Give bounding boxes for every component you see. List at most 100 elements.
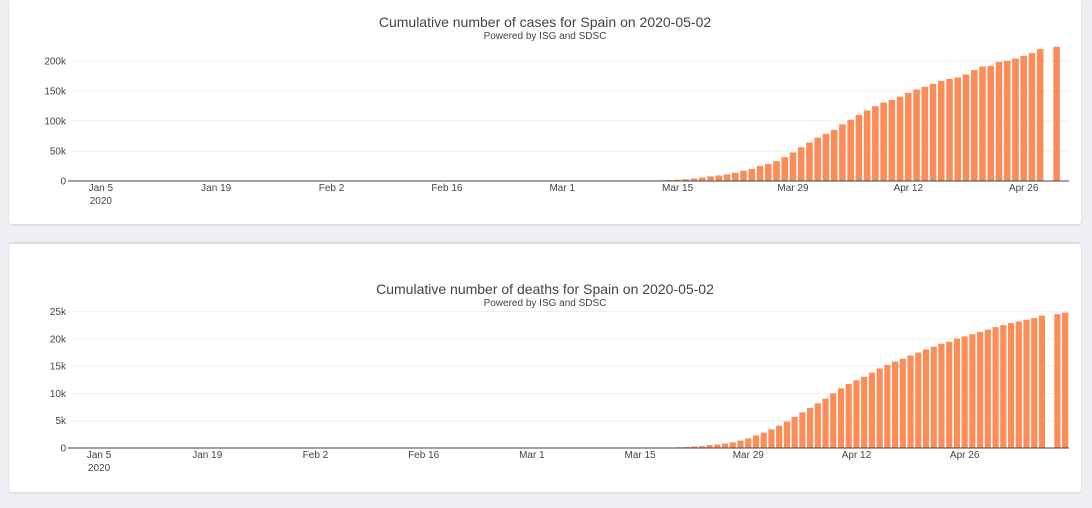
deaths-bar xyxy=(876,368,883,448)
deaths-bar xyxy=(822,398,829,448)
deaths-bar xyxy=(992,327,999,448)
deaths-bar xyxy=(691,446,698,448)
cases-x-tick-label: Apr 26 xyxy=(1009,183,1039,194)
deaths-bar xyxy=(892,361,899,448)
cases-bar xyxy=(690,178,698,181)
cases-bar xyxy=(855,114,863,181)
cases-bar xyxy=(905,92,912,181)
cases-y-tick-label: 0 xyxy=(60,177,66,188)
deaths-bar xyxy=(884,364,891,448)
cases-bar xyxy=(789,152,797,181)
deaths-bar xyxy=(853,380,860,448)
deaths-y-tick-label: 25k xyxy=(50,307,67,318)
deaths-bar xyxy=(984,329,991,448)
cases-bar xyxy=(806,142,813,181)
cases-bar xyxy=(839,124,846,181)
cases-bar xyxy=(682,179,690,181)
cases-bar xyxy=(1036,49,1044,181)
deaths-bar xyxy=(714,444,721,448)
cases-x-tick-label: Jan 19 xyxy=(201,183,231,194)
deaths-x-tick-label: Mar 29 xyxy=(733,450,765,461)
deaths-y-tick-label: 5k xyxy=(55,416,67,427)
deaths-bar xyxy=(930,346,937,448)
deaths-bar xyxy=(946,341,953,448)
cases-x-tick-label: Mar 15 xyxy=(662,183,694,194)
cases-bar xyxy=(921,86,929,181)
cases-bar xyxy=(707,176,714,181)
deaths-bar xyxy=(1054,314,1061,448)
deaths-y-tick-label: 10k xyxy=(50,389,67,400)
deaths-bar xyxy=(783,421,790,448)
cases-bar xyxy=(954,77,962,181)
cases-bar xyxy=(1003,60,1011,181)
deaths-bar xyxy=(806,407,814,448)
cases-bar xyxy=(1020,55,1027,181)
cases-x-tick-label: Feb 2 xyxy=(319,183,345,194)
deaths-bar xyxy=(868,372,876,448)
deaths-bar xyxy=(899,358,906,448)
cases-bar xyxy=(937,80,945,181)
cases-bar xyxy=(715,175,723,181)
deaths-bar xyxy=(683,446,690,448)
deaths-bar xyxy=(698,446,705,448)
cases-bar xyxy=(995,61,1003,181)
cases-bar xyxy=(1053,46,1060,181)
cases-bar xyxy=(781,157,789,181)
deaths-x-tick-label: Feb 16 xyxy=(408,450,440,461)
deaths-x-tick-year: 2020 xyxy=(88,463,111,474)
deaths-bar xyxy=(969,334,976,448)
deaths-x-tick-label: Apr 12 xyxy=(842,450,872,461)
deaths-bar xyxy=(706,445,713,448)
cases-bar xyxy=(872,106,879,181)
cases-bar xyxy=(962,74,970,181)
cases-bar xyxy=(1012,58,1019,182)
deaths-bar xyxy=(1062,312,1069,448)
cases-bar xyxy=(888,99,896,181)
cases-y-tick-label: 50k xyxy=(50,147,67,158)
deaths-bar xyxy=(953,338,961,448)
deaths-bar xyxy=(1038,315,1046,448)
deaths-bar xyxy=(745,438,752,448)
deaths-chart-card: Cumulative number of deaths for Spain on… xyxy=(9,242,1081,492)
cases-bar xyxy=(847,119,854,181)
cases-bar xyxy=(674,179,681,181)
deaths-bar xyxy=(729,442,736,448)
deaths-bar xyxy=(752,435,760,448)
cases-bar xyxy=(979,66,986,181)
deaths-bar xyxy=(938,343,945,448)
deaths-bar xyxy=(961,336,968,448)
cases-bar xyxy=(740,170,747,181)
cases-bar xyxy=(699,177,706,181)
cases-x-tick-year: 2020 xyxy=(90,196,113,207)
deaths-x-tick-label: Jan 19 xyxy=(192,450,222,461)
cases-bar xyxy=(913,89,920,181)
deaths-bar xyxy=(915,352,922,448)
cases-bar xyxy=(764,163,772,181)
deaths-bar xyxy=(814,403,821,448)
deaths-y-tick-label: 0 xyxy=(60,444,66,455)
cases-bar xyxy=(896,96,904,181)
cases-x-tick-label: Feb 16 xyxy=(431,183,463,194)
cases-bar xyxy=(797,147,805,181)
deaths-bar xyxy=(922,349,930,448)
cases-chart-title: Cumulative number of cases for Spain on … xyxy=(379,14,712,30)
deaths-bar xyxy=(907,355,914,448)
deaths-bar xyxy=(776,425,783,448)
deaths-bar xyxy=(1031,318,1038,448)
cases-y-tick-label: 100k xyxy=(44,117,67,128)
cases-bar xyxy=(773,161,780,181)
deaths-chart-title: Cumulative number of deaths for Spain on… xyxy=(376,281,714,297)
deaths-bar xyxy=(861,376,868,448)
deaths-bar xyxy=(845,383,852,448)
cases-bar xyxy=(1028,53,1036,181)
cases-bar xyxy=(731,172,739,181)
cases-bar xyxy=(830,129,838,181)
cases-chart: Cumulative number of cases for Spain on … xyxy=(44,14,1069,207)
cases-y-tick-label: 200k xyxy=(44,57,67,68)
cases-x-tick-label: Mar 1 xyxy=(549,183,575,194)
cases-bar xyxy=(756,166,764,181)
deaths-bar xyxy=(830,393,837,448)
deaths-y-tick-label: 15k xyxy=(50,362,67,373)
cases-bar xyxy=(723,174,731,181)
deaths-bar xyxy=(799,412,806,448)
